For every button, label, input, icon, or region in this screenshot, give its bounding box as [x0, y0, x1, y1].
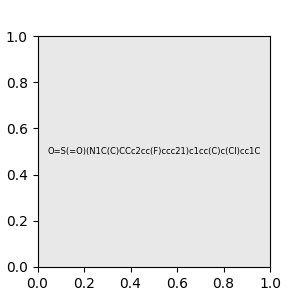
Text: O=S(=O)(N1C(C)CCc2cc(F)ccc21)c1cc(C)c(Cl)cc1C: O=S(=O)(N1C(C)CCc2cc(F)ccc21)c1cc(C)c(Cl… — [47, 147, 260, 156]
